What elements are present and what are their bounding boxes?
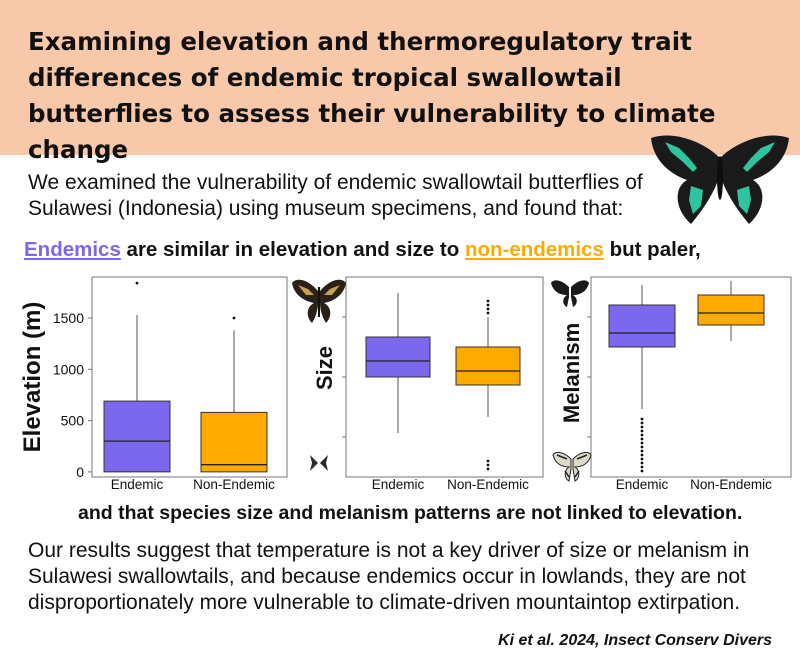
outlier-point (486, 459, 490, 463)
melanism-axis-label: Melanism (559, 323, 584, 423)
large-swallowtail-icon (292, 279, 346, 323)
size-boxplot: Size Endemic Non-Endemic (292, 276, 544, 492)
elevation-boxes (103, 281, 268, 473)
page-title: Examining elevation and thermoregulatory… (28, 27, 716, 164)
y-tick-label: 1500 (53, 310, 84, 326)
outlier-point (640, 437, 644, 441)
y-tick-label: 500 (61, 413, 85, 429)
melanism-boxplot: Melanism Endemic Non-Endemic (551, 276, 792, 492)
outlier-point (486, 299, 490, 303)
melanism-boxes (608, 281, 765, 473)
finding-statement: Endemics are similar in elevation and si… (24, 238, 701, 262)
outlier-point (640, 441, 644, 445)
elevation-boxplot: 0 500 1000 1500 Elevation (m) Endemic Non-E… (19, 276, 288, 492)
outlier-point (640, 453, 644, 457)
y-tick-label: 1000 (53, 361, 84, 377)
elevation-category-non-endemic: Non-Endemic (193, 477, 275, 492)
melanism-y-axis (587, 316, 591, 438)
outlier-point (232, 316, 236, 320)
outlier-point (486, 303, 490, 307)
elevation-category-endemic: Endemic (111, 477, 164, 492)
outlier-point (640, 429, 644, 433)
melanism-category-non-endemic: Non-Endemic (690, 477, 772, 492)
finding-middle: are similar in elevation and size to (120, 238, 465, 261)
melanism-category-endemic: Endemic (616, 477, 669, 492)
outlier-point (640, 433, 644, 437)
outlier-point (640, 449, 644, 453)
elevation-y-axis: 0 500 1000 1500 (53, 310, 92, 480)
outlier-point (640, 417, 644, 421)
outlier-point (135, 281, 139, 285)
box-non-endemic (200, 411, 268, 473)
endemics-keyword: Endemics (24, 238, 121, 261)
outlier-point (486, 463, 490, 467)
outlier-point (486, 307, 490, 311)
outlier-point (640, 465, 644, 469)
box-endemic (103, 400, 171, 473)
non-endemics-keyword: non-endemics (464, 238, 604, 261)
outlier-point (486, 467, 490, 471)
intro-text: We examined the vulnerability of endemic… (28, 171, 643, 220)
outlier-point (640, 425, 644, 429)
outlier-point (640, 469, 644, 473)
box-endemic (608, 304, 676, 348)
y-tick-label: 0 (76, 464, 84, 480)
size-category-non-endemic: Non-Endemic (447, 477, 529, 492)
outlier-point (640, 445, 644, 449)
size-axis-label: Size (312, 346, 337, 390)
pale-butterfly-icon (552, 451, 592, 482)
size-y-axis (342, 316, 346, 438)
title-banner: Examining elevation and thermoregulatory… (0, 0, 800, 164)
box-endemic (365, 336, 431, 378)
size-category-endemic: Endemic (372, 477, 425, 492)
outlier-point (640, 421, 644, 425)
elevation-axis-label: Elevation (m) (19, 302, 46, 453)
green-swallowtail-image (651, 135, 789, 224)
small-butterfly-icon (310, 455, 328, 471)
citation: Ki et al. 2024, Insect Conserv Divers (498, 632, 772, 649)
box-non-endemic (697, 294, 765, 326)
finding-end: but paler, (603, 238, 701, 261)
outlier-point (640, 457, 644, 461)
box-non-endemic (455, 346, 521, 386)
finding-elevation-link: and that species size and melanism patte… (78, 502, 743, 524)
conclusion-text: Our results suggest that temperature is … (28, 539, 750, 614)
outlier-point (486, 311, 490, 315)
size-boxes (365, 293, 521, 471)
outlier-point (640, 461, 644, 465)
dark-butterfly-icon (551, 280, 589, 307)
